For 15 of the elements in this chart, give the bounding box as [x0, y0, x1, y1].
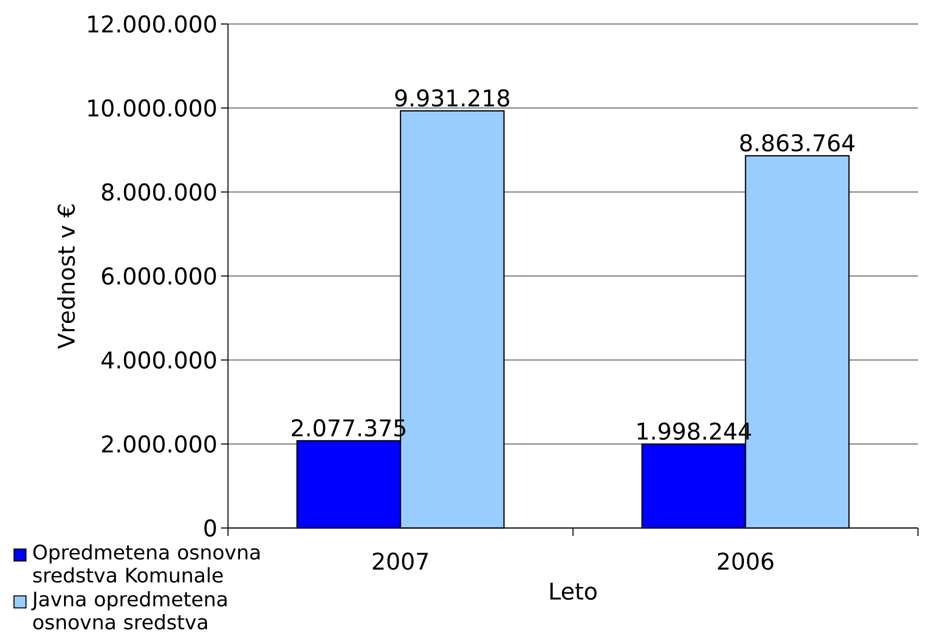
x-tick-label: 2007: [372, 552, 428, 570]
y-tick-label: 6.000.000: [102, 267, 216, 285]
y-tick-label: 10.000.000: [88, 99, 216, 117]
y-tick-label: 4.000.000: [102, 351, 216, 369]
data-label: 9.931.218: [395, 89, 510, 107]
y-tick-label: 8.000.000: [102, 183, 216, 201]
y-tick-label: 0: [204, 519, 216, 537]
x-axis-title: Leto: [550, 582, 597, 600]
y-tick-label: 2.000.000: [102, 435, 216, 453]
legend-label: Opredmetena osnovna sredstva Komunale: [33, 544, 260, 583]
x-tick-label: 2006: [718, 552, 774, 570]
data-label: 8.863.764: [740, 134, 854, 152]
y-axis-title: Vrednost v €: [57, 204, 75, 349]
legend-label: Javna opredmetena osnovna sredstva: [31, 591, 227, 630]
y-tick-label: 12.000.000: [88, 15, 216, 33]
